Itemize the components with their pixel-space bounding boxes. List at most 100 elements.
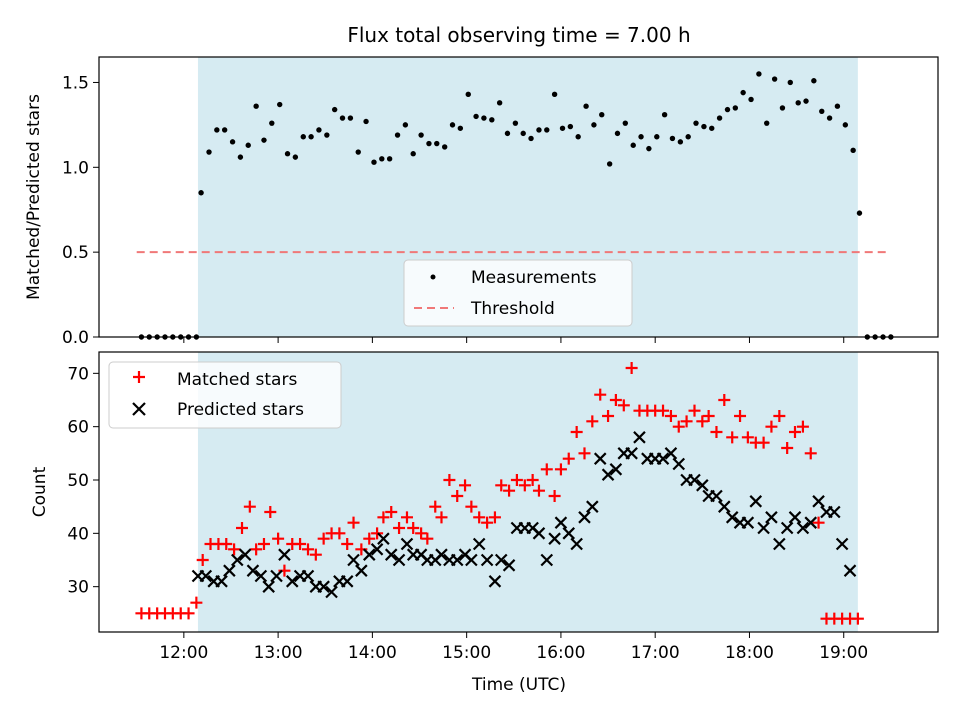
- matched-star-marker: [317, 532, 330, 545]
- measurement-point: [489, 117, 495, 123]
- ratio-plot-frame: [98, 56, 939, 338]
- chart-title: Flux total observing time = 7.00 h: [347, 23, 690, 47]
- measurement-point: [371, 159, 377, 165]
- ratio-y-tick-label: 0.0: [62, 328, 89, 348]
- measurement-point: [426, 140, 432, 147]
- measurement-point: [850, 147, 856, 154]
- matched-star-marker: [664, 410, 677, 422]
- matched-star-marker: [250, 543, 263, 556]
- matched-star-marker: [236, 522, 249, 534]
- matched-star-marker: [734, 410, 747, 422]
- measurement-point: [536, 127, 542, 133]
- matched-star-marker: [796, 420, 809, 433]
- measurement-point: [779, 105, 786, 111]
- count-y-tick-label: 70: [67, 364, 89, 384]
- matched-star-marker: [333, 527, 346, 540]
- measurement-point: [457, 125, 464, 131]
- predicted-star-marker: [765, 511, 778, 524]
- matched-star-marker: [341, 538, 354, 550]
- matched-star-marker: [393, 522, 406, 534]
- measurement-point: [300, 134, 306, 140]
- legend-predicted-label: Predicted stars: [177, 400, 304, 420]
- measurement-point: [528, 135, 534, 142]
- matched-star-marker: [617, 399, 630, 412]
- matched-star-marker: [495, 479, 508, 492]
- matched-star-marker: [465, 500, 478, 513]
- predicted-star-marker: [347, 553, 360, 567]
- matched-star-marker: [473, 511, 486, 524]
- measurement-point: [496, 100, 503, 106]
- matched-star-marker: [182, 607, 195, 620]
- legend-predicted-marker: [132, 402, 146, 416]
- measurement-point: [599, 111, 605, 118]
- measurement-point: [591, 122, 597, 128]
- matched-star-marker: [451, 490, 464, 502]
- count-y-ticks: 30 40 50 60 70: [67, 364, 99, 598]
- measurement-point: [732, 105, 739, 111]
- measurement-point: [756, 71, 762, 77]
- time-x-tick-label: 15:00: [442, 643, 491, 663]
- measurement-point: [520, 130, 526, 137]
- matched-star-marker: [773, 410, 786, 422]
- matched-star-marker: [347, 516, 360, 529]
- measurement-point: [677, 139, 684, 145]
- measurement-point: [661, 111, 668, 118]
- predicted-star-marker: [480, 553, 494, 567]
- measurement-point: [292, 154, 299, 160]
- measurement-point: [206, 149, 212, 155]
- matched-star-marker: [243, 500, 256, 513]
- matched-star-marker: [421, 532, 434, 545]
- predicted-star-marker: [773, 537, 786, 551]
- measurement-point: [394, 132, 401, 138]
- matched-star-marker: [435, 511, 448, 524]
- matched-star-marker: [726, 431, 739, 444]
- predicted-star-marker: [494, 553, 508, 567]
- count-y-tick-label: 60: [67, 418, 89, 438]
- measurement-point: [269, 120, 275, 126]
- measurement-point: [198, 190, 204, 196]
- predicted-star-marker: [370, 543, 384, 556]
- predicted-star-marker: [472, 537, 486, 551]
- matched-star-marker: [804, 447, 817, 460]
- measurement-point: [473, 113, 479, 120]
- legend-matched-marker: [133, 371, 145, 383]
- matched-star-marker: [294, 538, 307, 550]
- ratio-x-ticks: [183, 337, 845, 343]
- measurement-point: [347, 115, 354, 121]
- x-axis-label: Time (UTC): [471, 675, 566, 695]
- predicted-star-marker: [548, 532, 561, 545]
- measurement-point: [842, 122, 849, 128]
- measurement-point: [856, 210, 863, 216]
- matched-star-marker: [696, 415, 709, 428]
- measurement-point: [229, 139, 236, 145]
- measurement-point: [339, 115, 346, 121]
- matched-star-marker: [301, 543, 314, 556]
- measurement-point: [214, 127, 220, 133]
- predicted-star-marker: [215, 575, 228, 588]
- predicted-star-marker: [340, 575, 354, 588]
- time-x-tick-label: 12:00: [159, 643, 208, 663]
- predicted-star-marker: [835, 537, 849, 551]
- matched-star-marker: [415, 527, 428, 540]
- predicted-star-marker: [828, 505, 841, 519]
- predicted-star-marker: [246, 564, 260, 577]
- measurement-point: [308, 134, 314, 140]
- measurement-point: [277, 101, 283, 108]
- time-x-tick-label: 13:00: [254, 643, 303, 663]
- matched-star-marker: [190, 596, 203, 609]
- measurement-point: [363, 118, 369, 125]
- legend-measurements-label: Measurements: [471, 268, 597, 288]
- measurement-point: [654, 134, 660, 140]
- time-x-tick-label: 14:00: [348, 643, 397, 663]
- matched-star-marker: [570, 426, 583, 438]
- predicted-star-marker: [262, 580, 275, 593]
- measurement-point: [331, 106, 338, 113]
- predicted-star-marker: [384, 548, 398, 561]
- time-x-tick-label: 18:00: [725, 643, 774, 663]
- matched-star-marker: [788, 426, 801, 438]
- measurement-point: [355, 149, 361, 155]
- count-y-tick-label: 30: [67, 578, 89, 598]
- predicted-star-marker: [254, 569, 268, 583]
- predicted-star-marker: [812, 495, 825, 508]
